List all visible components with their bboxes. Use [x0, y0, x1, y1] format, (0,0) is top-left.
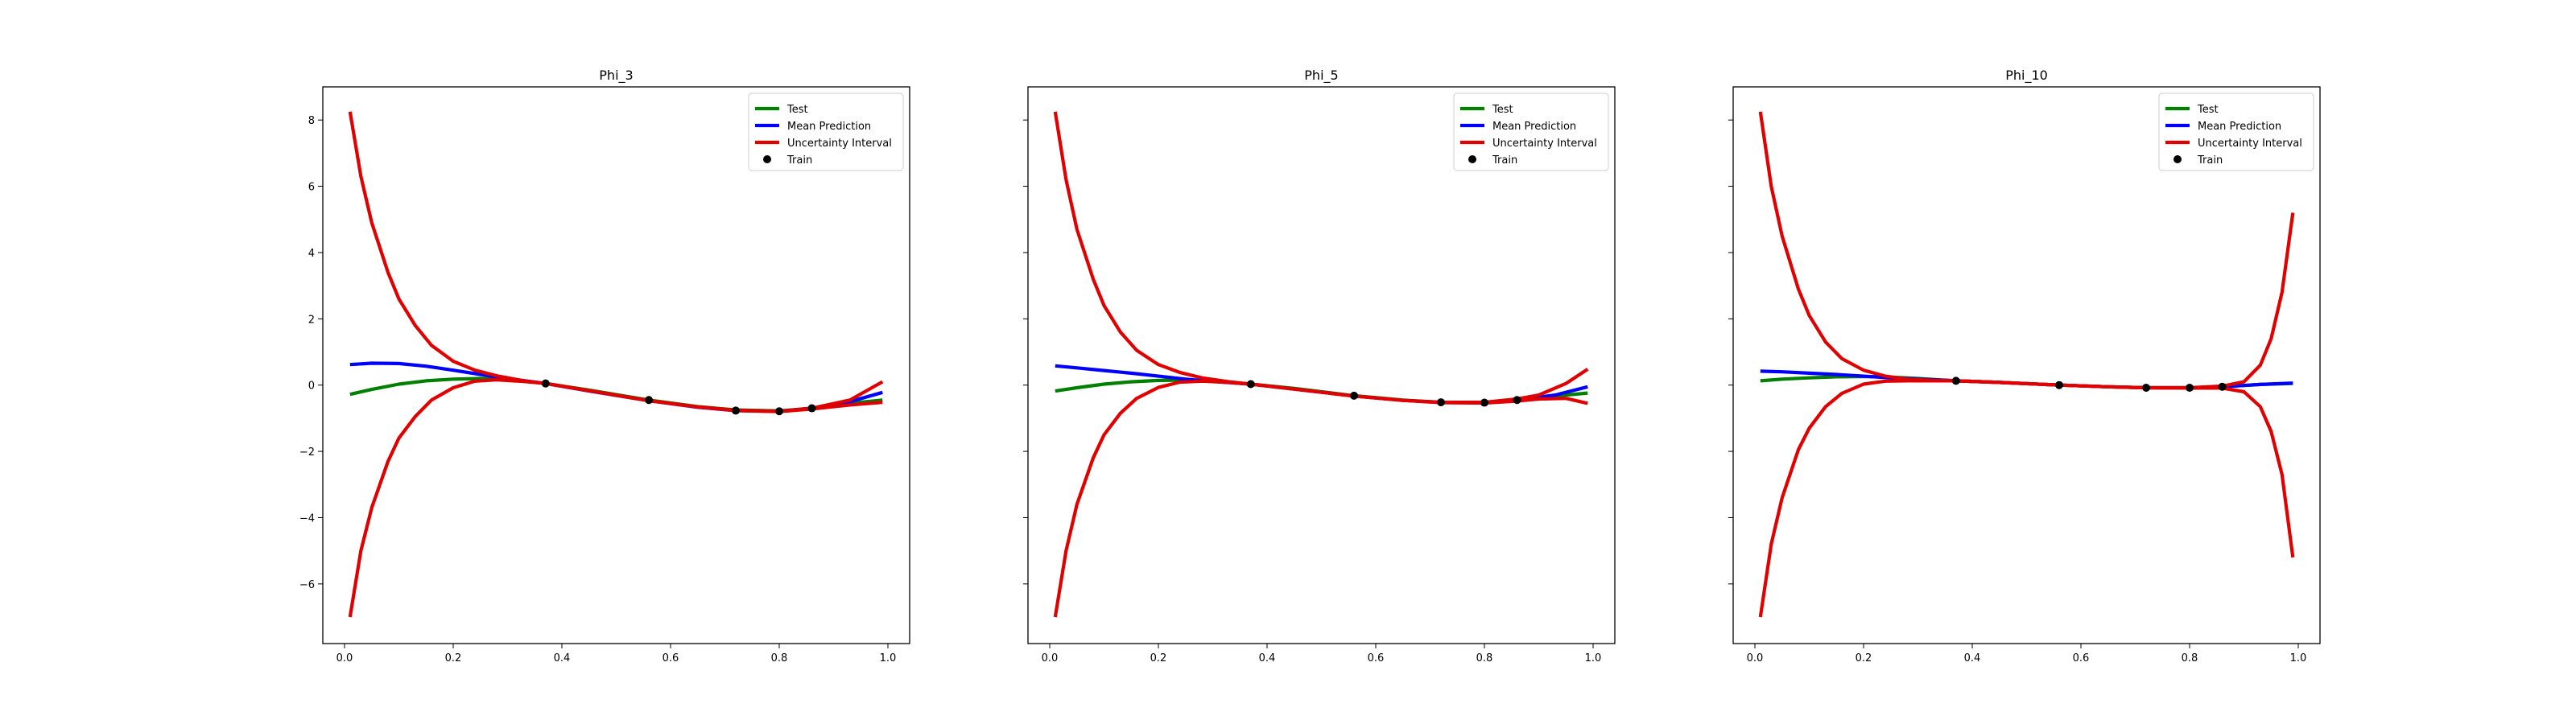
x-tick-label: 0.2: [1150, 652, 1167, 664]
legend: Test Mean Prediction Uncertainty Interval T…: [2158, 93, 2314, 171]
chart-panel-3: Phi_10 0.0 0.2 0.4 0.6 0.8 1.0 Test Mean Predict…: [1728, 68, 2321, 664]
x-tick-label: 0.4: [1964, 652, 1981, 664]
chart-title: Phi_10: [2005, 68, 2048, 84]
legend-train-swatch: [2174, 155, 2182, 163]
x-tick-label: 1.0: [2290, 652, 2307, 664]
legend-mean-prediction-label: Mean Prediction: [2198, 121, 2281, 133]
plot-area: [348, 111, 884, 618]
chart-title: Phi_3: [599, 68, 633, 84]
legend-train-swatch: [1468, 155, 1476, 163]
y-tick-label: 8: [308, 115, 315, 127]
axes-frame: [322, 86, 910, 644]
x-tick-label: 0.6: [1368, 652, 1385, 664]
legend-test-label: Test: [2197, 104, 2219, 116]
plot-area: [1758, 111, 2295, 618]
train-point: [732, 406, 740, 415]
x-tick-label: 0.2: [445, 652, 462, 664]
train-point: [1513, 396, 1521, 405]
legend: Test Mean Prediction Uncertainty Interval T…: [1453, 93, 1609, 171]
x-tick-label: 0.8: [2182, 652, 2198, 664]
y-tick-label: 4: [308, 248, 315, 260]
x-tick-label: 0.0: [1747, 652, 1764, 664]
legend-uncertainty-interval-label: Uncertainty Interval: [2198, 138, 2302, 150]
train-point: [1951, 376, 1960, 385]
legend-test-label: Test: [1492, 104, 1513, 116]
legend-mean-prediction-label: Mean Prediction: [787, 121, 871, 133]
x-tick-label: 0.4: [554, 652, 571, 664]
x-tick-label: 0.8: [1476, 652, 1493, 664]
train-point: [2218, 382, 2227, 391]
chart-panel-1: Phi_3 0.0 0.2 0.4 0.6 0.8 1.0 −6 −4 −2 0 2 4 6 8 Test Me…: [299, 68, 910, 664]
x-tick-label: 1.0: [1585, 652, 1602, 664]
legend-train-label: Train: [786, 154, 812, 167]
legend-train-label: Train: [1492, 154, 1517, 167]
legend: Test Mean Prediction Uncertainty Interval T…: [748, 93, 904, 171]
train-point: [807, 404, 816, 413]
train-point: [2142, 384, 2150, 393]
legend-box: [2158, 93, 2314, 171]
x-tick-label: 0.0: [336, 652, 353, 664]
mean-prediction-line: [349, 361, 883, 413]
y-tick-label: −6: [299, 579, 315, 591]
legend-train-swatch: [763, 155, 771, 163]
x-tick-label: 0.4: [1259, 652, 1276, 664]
mean-prediction-line: [1055, 364, 1588, 405]
uncertainty-lower-line: [1758, 379, 2295, 618]
legend-uncertainty-interval-label: Uncertainty Interval: [1492, 138, 1597, 150]
legend-box: [748, 93, 904, 171]
train-point: [541, 379, 550, 388]
y-tick-label: 6: [308, 182, 315, 194]
x-tick-label: 0.8: [771, 652, 788, 664]
x-tick-label: 0.6: [2073, 652, 2090, 664]
x-tick-label: 1.0: [880, 652, 897, 664]
x-tick-label: 0.0: [1042, 652, 1059, 664]
x-tick-label: 0.2: [1856, 652, 1872, 664]
y-tick-label: −2: [299, 446, 315, 459]
legend-uncertainty-interval-label: Uncertainty Interval: [787, 138, 892, 150]
legend-test-label: Test: [786, 104, 808, 116]
x-tick-label: 0.6: [663, 652, 679, 664]
y-tick-label: 0: [308, 381, 315, 393]
axes-frame: [1732, 86, 2321, 644]
y-tick-label: −4: [299, 512, 315, 524]
chart-title: Phi_5: [1304, 68, 1338, 84]
legend-train-label: Train: [2197, 154, 2223, 167]
legend-mean-prediction-label: Mean Prediction: [1492, 121, 1576, 133]
axes-frame: [1027, 86, 1616, 644]
train-point: [775, 407, 783, 416]
train-point: [1480, 398, 1488, 407]
y-tick-label: 2: [308, 314, 315, 326]
train-point: [2055, 381, 2063, 389]
train-point: [1437, 398, 1445, 407]
plot-area: [1053, 111, 1589, 618]
uncertainty-lower-line: [1053, 379, 1588, 618]
chart-panel-2: Phi_5 0.0 0.2 0.4 0.6 0.8 1.0 Test Mean Predicti…: [1023, 68, 1616, 664]
uncertainty-lower-line: [348, 378, 883, 618]
train-point: [2186, 384, 2194, 393]
legend-box: [1453, 93, 1609, 171]
train-point: [1350, 391, 1358, 400]
train-point: [1246, 380, 1255, 389]
train-point: [645, 396, 653, 405]
